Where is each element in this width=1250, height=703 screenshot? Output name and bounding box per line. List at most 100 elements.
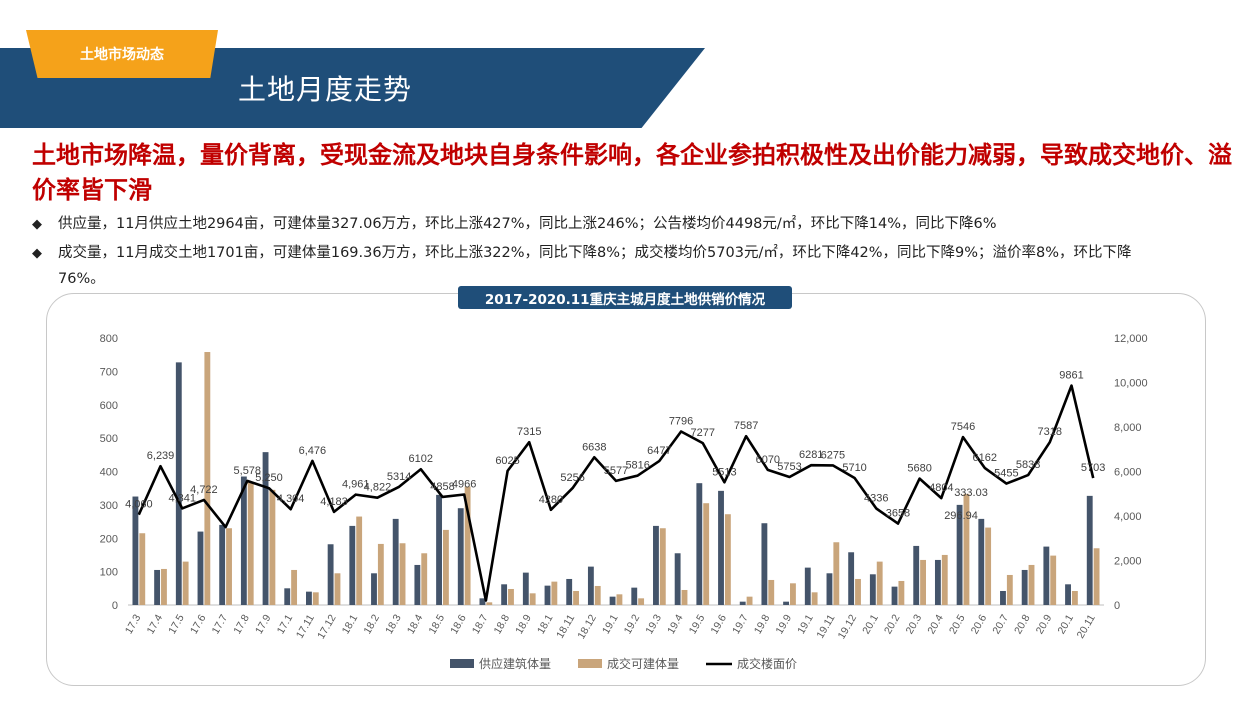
bar-value-label: 296.94 <box>944 510 978 522</box>
deal-bar <box>1006 574 1013 605</box>
supply-bar <box>1065 584 1071 605</box>
x-tick-label: 17.9 <box>253 612 274 636</box>
supply-bar <box>522 572 529 605</box>
price-data-label: 5753 <box>777 461 801 473</box>
price-data-label: 5816 <box>625 460 649 472</box>
supply-bar <box>718 490 724 605</box>
deal-bar <box>941 554 948 605</box>
x-tick-label: 20.2 <box>882 612 903 636</box>
deal-bar <box>442 529 449 605</box>
x-tick-label: 20.7 <box>990 612 1011 636</box>
supply-bar <box>1086 495 1093 605</box>
x-tick-label: 18.7 <box>470 612 491 636</box>
x-tick-label: 20.4 <box>925 612 946 636</box>
supply-bar <box>436 494 442 605</box>
diamond-bullet-icon: ◆ <box>32 246 42 261</box>
x-tick-label: 19.12 <box>836 612 860 641</box>
price-data-label: 6102 <box>409 453 433 465</box>
price-data-label: 7796 <box>669 416 693 428</box>
y-left-tick-label: 200 <box>100 533 118 545</box>
section-tab-label: 土地市场动态 <box>80 47 164 63</box>
deal-bar <box>464 486 471 605</box>
supply-bar <box>978 518 985 605</box>
bullet-deal-text: 成交量，11月成交土地1701亩，可建体量169.36万方，环比上涨322%，同… <box>58 245 1132 261</box>
supply-bar <box>913 545 920 605</box>
x-tick-label: 17.7 <box>210 612 231 636</box>
price-data-label: 5314 <box>387 471 411 483</box>
y-right-tick-label: 10,000 <box>1114 378 1148 390</box>
price-data-label: 4,722 <box>190 484 218 496</box>
price-data-label: 6275 <box>821 449 845 461</box>
price-data-label: 7318 <box>1038 426 1062 438</box>
supply-bar <box>1000 590 1006 605</box>
price-line-series <box>137 384 1095 602</box>
price-data-label: 9861 <box>1059 370 1083 382</box>
deal-bar <box>399 543 406 605</box>
x-tick-label: 19.9 <box>773 612 794 636</box>
supply-bar <box>305 591 312 605</box>
supply-bar <box>544 585 551 605</box>
supply-bar <box>262 452 269 605</box>
y-left-tick-label: 600 <box>100 400 118 412</box>
deal-bar <box>790 583 796 605</box>
headline: 土地市场降温，量价背离，受现金流及地块自身条件影响，各企业参拍积极性及出价能力减… <box>32 141 1232 204</box>
deal-bar <box>811 592 818 605</box>
y-right-tick-label: 8,000 <box>1114 422 1142 434</box>
price-data-label: 4,304 <box>277 493 305 505</box>
x-tick-label: 20.3 <box>904 612 925 636</box>
page-title: 土地月度走势 <box>238 73 413 106</box>
price-data-label: 4,341 <box>168 492 196 504</box>
supply-bar <box>869 574 876 605</box>
deal-bar <box>204 352 211 605</box>
y-right-tick-label: 0 <box>1114 600 1120 612</box>
y-left-tick-label: 100 <box>100 567 118 579</box>
supply-bar <box>132 496 139 605</box>
x-tick-label: 20.11 <box>1075 612 1098 640</box>
deal-bar <box>529 593 536 605</box>
deal-bar <box>746 596 753 605</box>
y-right-tick-label: 4,000 <box>1114 511 1142 523</box>
supply-bar <box>934 559 941 605</box>
supply-bar <box>804 567 811 605</box>
supply-bar <box>197 531 204 605</box>
deal-bar <box>724 514 731 605</box>
price-data-label: 5513 <box>712 466 736 478</box>
deal-bar <box>486 602 493 605</box>
deal-bar <box>833 542 840 605</box>
legend-supply-swatch <box>450 659 474 668</box>
chart-title: 2017-2020.11重庆主城月度土地供销价情况 <box>458 286 792 309</box>
supply-bar <box>154 569 161 605</box>
x-tick-label: 17.5 <box>166 612 187 636</box>
supply-bar <box>631 587 638 605</box>
price-data-label: 5,250 <box>255 472 283 484</box>
price-data-label: 4,060 <box>125 499 153 511</box>
deal-bar <box>659 528 666 605</box>
deal-bar <box>920 559 927 605</box>
y-left-tick-label: 700 <box>100 366 118 378</box>
price-data-label: 3658 <box>886 508 910 520</box>
x-tick-label: 17.3 <box>123 612 144 636</box>
supply-bar <box>240 476 247 605</box>
x-tick-label: 19.7 <box>730 612 751 636</box>
supply-bar <box>175 362 182 605</box>
deal-bar <box>247 481 254 605</box>
x-tick-label: 18.5 <box>426 612 447 636</box>
x-tick-label: 19.3 <box>643 612 664 636</box>
supply-bar <box>1021 569 1028 605</box>
deal-bar <box>638 598 645 605</box>
supply-bar <box>761 523 768 605</box>
supply-bar <box>956 504 963 605</box>
deal-bar <box>594 585 601 605</box>
x-tick-label: 19.11 <box>814 612 837 640</box>
x-tick-label: 20.5 <box>947 612 968 636</box>
section-tab: 土地市场动态 <box>26 30 218 78</box>
supply-bar <box>392 518 399 605</box>
bullet-deal-continued: 76%。 <box>58 271 105 287</box>
deal-bar <box>768 579 775 605</box>
x-tick-label: 19.1 <box>600 612 621 636</box>
deal-bar <box>681 589 688 605</box>
price-data-label: 7277 <box>691 427 715 439</box>
supply-bar <box>609 596 616 605</box>
supply-bar <box>696 483 703 605</box>
x-tick-label: 19.6 <box>708 612 729 636</box>
